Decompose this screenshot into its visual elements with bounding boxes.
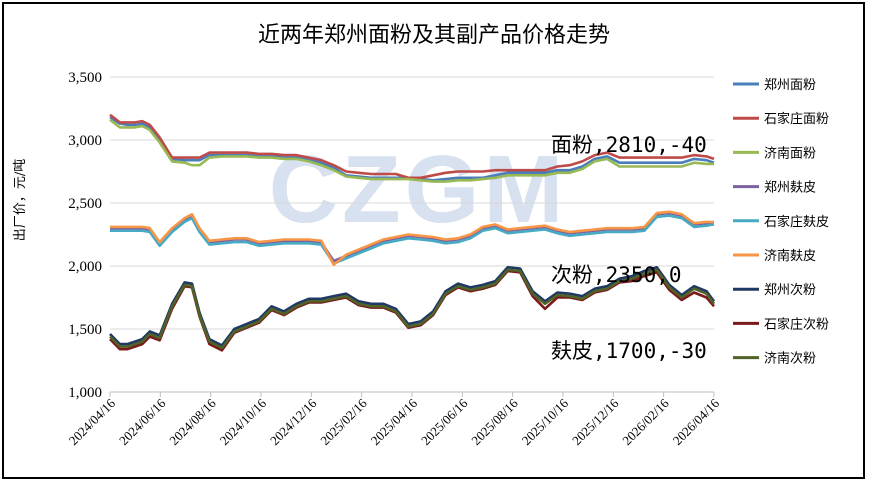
legend-label: 郑州麸皮 (764, 181, 816, 196)
annotation-label: 麸皮,1700,-30 (551, 339, 707, 363)
y-axis-label: 出厂价，元/吨 (13, 159, 28, 241)
x-tick-label: 2024/12/16 (267, 395, 320, 448)
x-tick-label: 2025/06/16 (418, 395, 471, 448)
x-tick-label: 2025/04/16 (368, 395, 421, 448)
legend-label: 石家庄次粉 (764, 316, 829, 332)
x-tick-label: 2026/04/16 (670, 395, 723, 448)
series-line (109, 266, 716, 347)
series-line (110, 210, 714, 266)
y-tick-label: 3,000 (68, 133, 102, 149)
x-tick-label: 2024/08/16 (166, 395, 219, 448)
annotations: 面粉,2810,-40 次粉,2350,0 麸皮,1700,-30 (551, 133, 707, 363)
legend-label: 石家庄麸皮 (764, 214, 829, 230)
legend-label: 济南次粉 (764, 351, 816, 367)
y-tick-label: 1,000 (68, 385, 102, 401)
x-tick-label: 2025/12/16 (569, 395, 622, 448)
series-lines (109, 113, 716, 352)
x-tick-label: 2024/10/16 (217, 395, 270, 448)
y-axis-ticks: 1,000 1,500 2,000 2,500 3,000 3,500 (68, 70, 102, 401)
y-tick-label: 1,500 (68, 322, 102, 338)
y-tick-label: 3,500 (68, 70, 102, 86)
x-tick-label: 2025/10/16 (519, 395, 572, 448)
x-tick-label: 2024/06/16 (116, 395, 169, 448)
x-tick-label: 2026/02/16 (619, 395, 672, 448)
y-tick-label: 2,000 (68, 259, 102, 275)
x-tick-label: 2025/08/16 (468, 395, 521, 448)
legend-label: 石家庄面粉 (764, 111, 829, 127)
x-axis-ticks: 2024/04/162024/06/162024/08/162024/10/16… (66, 392, 723, 448)
y-tick-label: 2,500 (68, 196, 102, 212)
x-tick-label: 2024/04/16 (66, 395, 119, 448)
series-line (110, 214, 715, 265)
chart-title: 近两年郑州面粉及其副产品价格走势 (258, 23, 610, 48)
legend-label: 郑州次粉 (764, 282, 816, 298)
annotation-label: 面粉,2810,-40 (551, 133, 707, 157)
annotation-label: 次粉,2350,0 (551, 263, 682, 287)
legend-label: 济南麸皮 (764, 248, 816, 264)
watermark: CZGM (269, 136, 568, 243)
legend-label: 济南面粉 (764, 145, 816, 161)
x-tick-label: 2025/02/16 (317, 395, 370, 448)
legend-label: 郑州面粉 (764, 78, 816, 93)
series-line (109, 118, 714, 183)
series-line (109, 268, 716, 350)
series-line (109, 113, 715, 180)
